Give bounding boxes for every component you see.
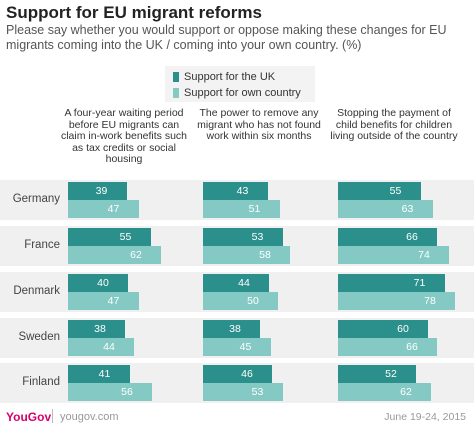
bar-uk-panel-1 bbox=[68, 274, 128, 292]
bar-value-label: 53 bbox=[251, 386, 264, 398]
bar-value-label: 53 bbox=[251, 231, 264, 243]
bar-own-panel-3 bbox=[338, 200, 433, 218]
yougov-logo: YouGov bbox=[6, 410, 52, 424]
bar-value-label: 44 bbox=[103, 341, 115, 353]
footer-url[interactable]: yougov.com bbox=[60, 411, 119, 423]
legend-swatch-own bbox=[173, 88, 179, 98]
bar-own-panel-2 bbox=[203, 246, 290, 264]
bar-value-label: 51 bbox=[248, 203, 261, 215]
bar-own-panel-3 bbox=[338, 292, 455, 310]
bar-own-panel-1 bbox=[68, 383, 152, 401]
bar-uk-panel-2 bbox=[203, 320, 260, 338]
bar-own-panel-2 bbox=[203, 383, 283, 401]
bar-uk-panel-3 bbox=[338, 228, 437, 246]
bar-value-label: 63 bbox=[401, 203, 414, 215]
bar-uk-panel-2 bbox=[203, 182, 268, 200]
chart-title: Support for EU migrant reforms bbox=[6, 3, 262, 22]
bar-value-label: 38 bbox=[94, 323, 106, 335]
bar-value-label: 46 bbox=[241, 368, 253, 380]
legend-item-uk: Support for the UK bbox=[173, 71, 275, 83]
country-label: Denmark bbox=[13, 285, 60, 297]
bar-value-label: 50 bbox=[247, 295, 259, 307]
bar-own-panel-1 bbox=[68, 338, 134, 356]
bar-value-label: 40 bbox=[97, 277, 109, 289]
country-label: Sweden bbox=[18, 331, 60, 343]
bar-value-label: 44 bbox=[238, 277, 250, 289]
bar-value-label: 71 bbox=[413, 277, 426, 289]
legend-label-uk: Support for the UK bbox=[184, 71, 276, 83]
bar-value-label: 38 bbox=[229, 323, 241, 335]
bar-uk-panel-3 bbox=[338, 320, 428, 338]
bar-uk-panel-3 bbox=[338, 365, 416, 383]
bar-own-panel-2 bbox=[203, 338, 271, 356]
footer-date: June 19-24, 2015 bbox=[384, 411, 466, 423]
chart-subtitle: Please say whether you would support or … bbox=[6, 23, 447, 52]
bar-value-label: 55 bbox=[119, 231, 132, 243]
legend: Support for the UK Support for own count… bbox=[165, 66, 315, 102]
bar-value-label: 62 bbox=[130, 249, 142, 261]
bar-uk-panel-2 bbox=[203, 365, 272, 383]
bar-uk-panel-1 bbox=[68, 228, 151, 246]
bar-value-label: 47 bbox=[107, 203, 120, 215]
bar-value-label: 41 bbox=[98, 368, 111, 380]
bar-uk-panel-2 bbox=[203, 228, 283, 246]
legend-swatch-uk bbox=[173, 72, 179, 82]
legend-label-own: Support for own country bbox=[184, 87, 301, 99]
bar-uk-panel-1 bbox=[68, 365, 130, 383]
bar-uk-panel-1 bbox=[68, 182, 127, 200]
panel-title-1: A four-year waiting period before EU mig… bbox=[60, 107, 188, 165]
footer-divider bbox=[52, 409, 53, 423]
bar-value-label: 66 bbox=[406, 231, 418, 243]
bar-value-label: 55 bbox=[389, 185, 402, 197]
bar-own-panel-3 bbox=[338, 338, 437, 356]
panel-title-3: Stopping the payment of child benefits f… bbox=[330, 107, 458, 142]
bar-value-label: 43 bbox=[236, 185, 249, 197]
country-label: France bbox=[24, 239, 60, 251]
bar-own-panel-2 bbox=[203, 292, 278, 310]
bar-own-panel-1 bbox=[68, 246, 161, 264]
bar-own-panel-3 bbox=[338, 383, 431, 401]
bar-uk-panel-1 bbox=[68, 320, 125, 338]
country-label: Germany bbox=[12, 193, 60, 205]
bar-value-label: 78 bbox=[424, 295, 436, 307]
bar-own-panel-2 bbox=[203, 200, 280, 218]
bar-value-label: 56 bbox=[121, 386, 133, 398]
bar-value-label: 52 bbox=[385, 368, 397, 380]
bar-value-label: 74 bbox=[418, 249, 430, 261]
panel-title-2: The power to remove any migrant who has … bbox=[197, 107, 321, 142]
country-label: Finland bbox=[22, 376, 60, 388]
bar-own-panel-3 bbox=[338, 246, 449, 264]
bar-value-label: 58 bbox=[259, 249, 271, 261]
bar-value-label: 39 bbox=[95, 185, 108, 197]
bar-uk-panel-3 bbox=[338, 274, 445, 292]
bar-value-label: 66 bbox=[406, 341, 418, 353]
bar-value-label: 47 bbox=[107, 295, 120, 307]
bar-uk-panel-3 bbox=[338, 182, 421, 200]
bar-uk-panel-2 bbox=[203, 274, 269, 292]
bar-value-label: 60 bbox=[397, 323, 409, 335]
bar-value-label: 62 bbox=[400, 386, 412, 398]
bar-own-panel-1 bbox=[68, 200, 139, 218]
bar-own-panel-1 bbox=[68, 292, 139, 310]
legend-item-own: Support for own country bbox=[173, 87, 301, 99]
bar-value-label: 45 bbox=[239, 341, 252, 353]
